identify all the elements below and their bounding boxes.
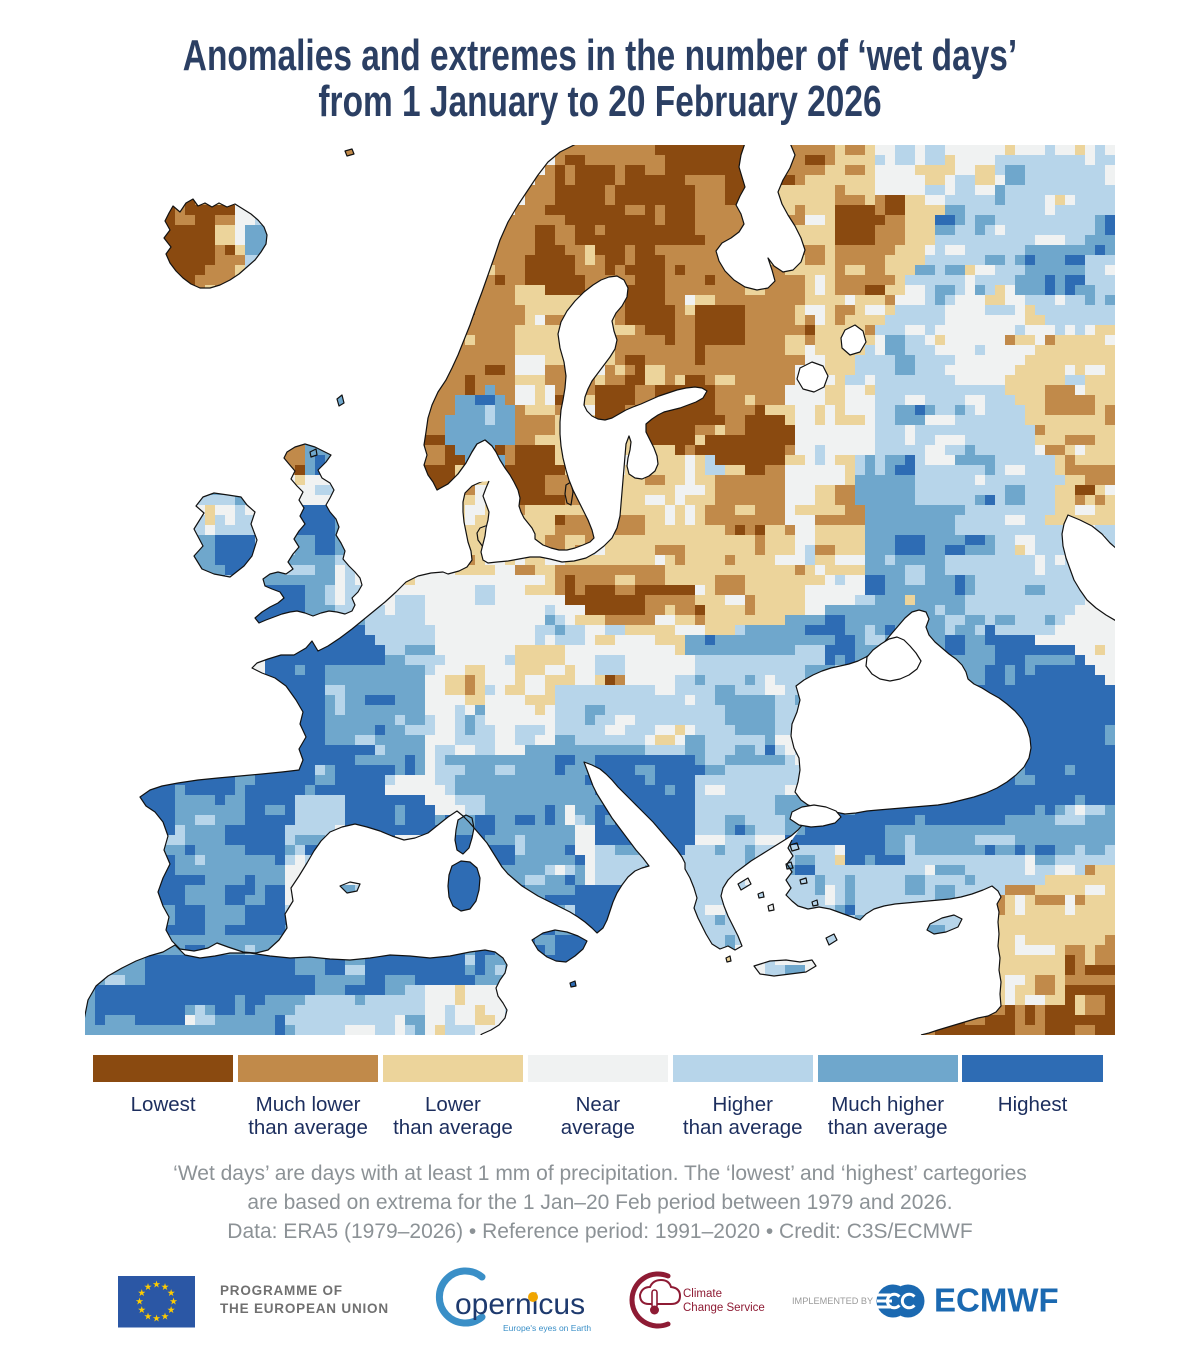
svg-text:Change Service: Change Service <box>683 1302 765 1314</box>
svg-text:★: ★ <box>169 1297 178 1308</box>
svg-text:IMPLEMENTED BY: IMPLEMENTED BY <box>792 1296 873 1306</box>
svg-text:Europe's eyes on Earth: Europe's eyes on Earth <box>503 1323 591 1333</box>
svg-text:Climate: Climate <box>683 1288 722 1300</box>
svg-text:★: ★ <box>138 1305 147 1316</box>
svg-text:★: ★ <box>144 1311 153 1322</box>
svg-text:★: ★ <box>135 1297 144 1308</box>
svg-text:opernicus: opernicus <box>455 1288 585 1321</box>
svg-text:ECMWF: ECMWF <box>934 1282 1059 1319</box>
svg-text:★: ★ <box>152 1280 161 1291</box>
svg-text:★: ★ <box>138 1288 147 1299</box>
svg-text:★: ★ <box>167 1288 176 1299</box>
svg-text:PROGRAMME OF: PROGRAMME OF <box>220 1283 343 1298</box>
svg-text:★: ★ <box>161 1311 170 1322</box>
svg-text:★: ★ <box>144 1282 153 1293</box>
svg-text:THE EUROPEAN UNION: THE EUROPEAN UNION <box>220 1301 389 1316</box>
svg-text:★: ★ <box>167 1305 176 1316</box>
svg-text:★: ★ <box>152 1314 161 1325</box>
svg-text:★: ★ <box>161 1282 170 1293</box>
